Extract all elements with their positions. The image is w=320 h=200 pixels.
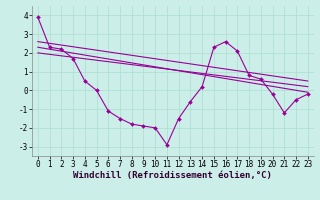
X-axis label: Windchill (Refroidissement éolien,°C): Windchill (Refroidissement éolien,°C) [73,171,272,180]
